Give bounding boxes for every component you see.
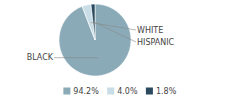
legend-swatch — [107, 88, 114, 95]
slice-label: BLACK — [27, 53, 54, 62]
leader-line — [94, 22, 136, 42]
legend-item: 1.8% — [146, 87, 177, 96]
legend-label: 1.8% — [156, 87, 177, 96]
pie-slice — [59, 4, 131, 76]
legend-label: 94.2% — [73, 87, 99, 96]
legend-swatch — [146, 88, 153, 95]
slice-label: HISPANIC — [137, 38, 175, 47]
slice-labels: BLACK WHITE HISPANIC — [27, 22, 175, 62]
slice-label: WHITE — [137, 26, 163, 35]
leader-line — [54, 57, 98, 58]
legend-item: 4.0% — [107, 87, 138, 96]
legend-item: 94.2% — [63, 87, 99, 96]
pie — [59, 4, 131, 76]
legend-swatch — [63, 88, 70, 95]
legend-label: 4.0% — [117, 87, 138, 96]
chart: BLACK WHITE HISPANIC 94.2% 4.0% 1.8% — [0, 0, 240, 100]
pie-slice — [82, 4, 95, 40]
legend: 94.2% 4.0% 1.8% — [63, 87, 176, 96]
